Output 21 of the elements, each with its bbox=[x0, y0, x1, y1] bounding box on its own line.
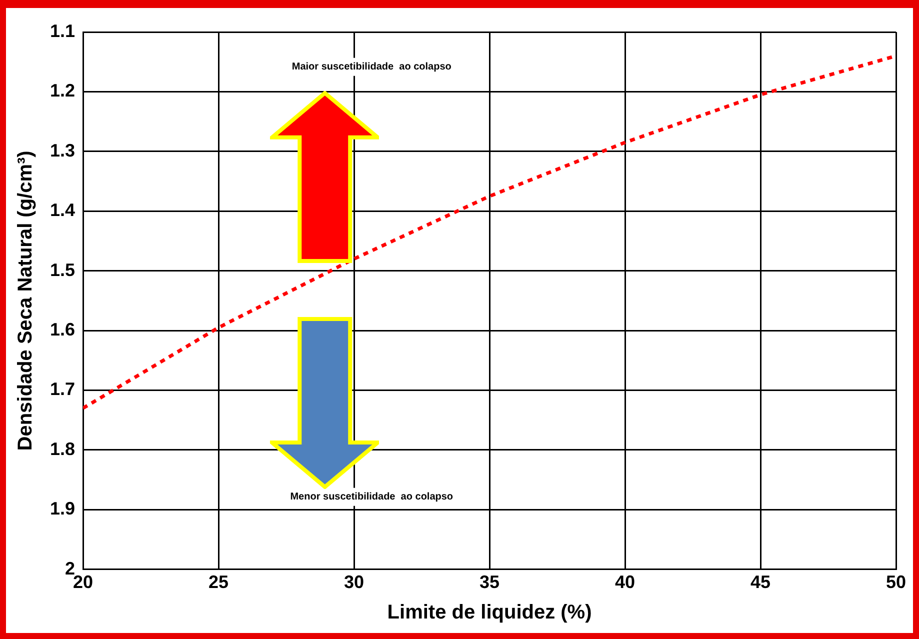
x-tick-label: 45 bbox=[750, 572, 771, 592]
x-axis-title: Limite de liquidez (%) bbox=[387, 602, 592, 624]
y-tick-label: 1.3 bbox=[50, 140, 76, 160]
y-tick-label: 1.9 bbox=[50, 498, 76, 519]
y-tick-label: 1.8 bbox=[50, 438, 76, 459]
y-tick-label: 1.1 bbox=[50, 20, 76, 41]
x-tick-label: 50 bbox=[886, 572, 906, 592]
x-tick-label: 25 bbox=[208, 572, 229, 592]
y-tick-label: 1.2 bbox=[50, 80, 76, 101]
y-tick-label: 1.6 bbox=[50, 320, 76, 340]
y-tick-label: 1.5 bbox=[50, 260, 76, 280]
x-tick-label: 40 bbox=[614, 572, 636, 592]
x-tick-label: 35 bbox=[479, 572, 500, 592]
x-tick-label: 20 bbox=[73, 572, 94, 592]
y-axis-title: Densidade Seca Natural (g/cm³) bbox=[14, 150, 37, 451]
annotation: Maior suscetibilidade ao colapso bbox=[292, 62, 452, 73]
annotation: Menor suscetibilidade ao colapso bbox=[290, 492, 454, 503]
y-tick-label: 1.7 bbox=[50, 379, 76, 400]
y-tick-label: 2 bbox=[65, 558, 76, 578]
y-tick-label: 1.4 bbox=[50, 200, 76, 220]
x-tick-label: 30 bbox=[344, 572, 364, 592]
